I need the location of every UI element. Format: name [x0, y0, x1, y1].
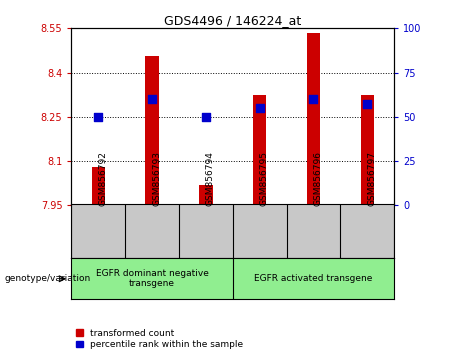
Text: GSM856795: GSM856795 [260, 151, 269, 206]
Bar [199, 185, 213, 205]
Text: EGFR activated transgene: EGFR activated transgene [254, 274, 372, 283]
Legend: transformed count, percentile rank within the sample: transformed count, percentile rank withi… [76, 329, 243, 349]
Text: GSM856796: GSM856796 [313, 151, 323, 206]
Point [95, 114, 102, 120]
Text: GSM856792: GSM856792 [98, 152, 107, 206]
Point [256, 105, 263, 111]
Title: GDS4496 / 146224_at: GDS4496 / 146224_at [164, 14, 301, 27]
Text: genotype/variation: genotype/variation [5, 274, 91, 283]
Point [310, 96, 317, 102]
Text: GSM856794: GSM856794 [206, 152, 215, 206]
Bar [307, 33, 320, 205]
Bar [253, 95, 266, 205]
Point [364, 102, 371, 107]
Text: EGFR dominant negative
transgene: EGFR dominant negative transgene [96, 269, 208, 289]
Point [148, 96, 156, 102]
Text: GSM856797: GSM856797 [367, 151, 376, 206]
Bar [92, 167, 105, 205]
Text: GSM856793: GSM856793 [152, 151, 161, 206]
Point [202, 114, 210, 120]
Bar [145, 56, 159, 205]
Bar [361, 95, 374, 205]
